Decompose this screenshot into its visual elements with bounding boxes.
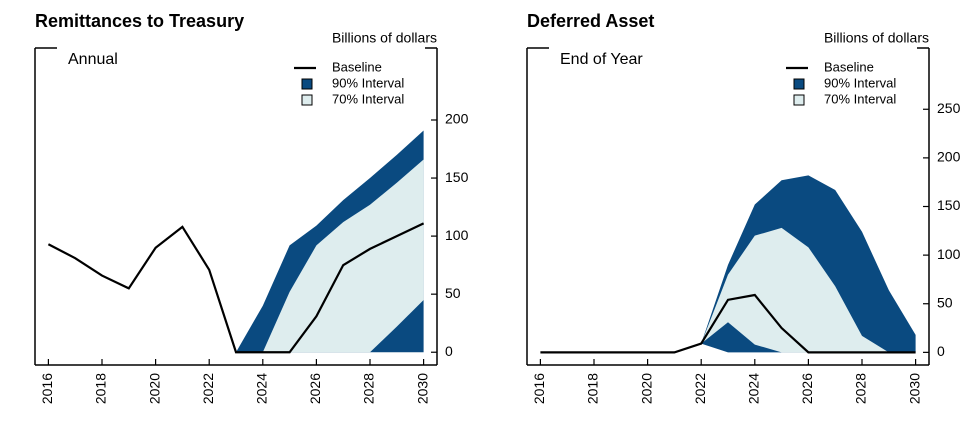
x-tick-label: 2030 (414, 373, 430, 404)
baseline-line (47, 222, 425, 354)
legend-swatch (301, 78, 313, 90)
legend-label: 90% Interval (332, 75, 404, 90)
x-tick-label: 2024 (254, 373, 270, 404)
x-tick-label: 2028 (361, 373, 377, 404)
y-tick-label: 100 (445, 227, 469, 243)
x-tick-label: 2020 (638, 373, 654, 404)
x-tick-label: 2030 (906, 373, 922, 404)
legend-label: 70% Interval (824, 91, 896, 106)
subtitle: Annual (68, 51, 118, 68)
x-tick-label: 2026 (799, 373, 815, 404)
x-tick-label: 2022 (692, 373, 708, 404)
axis-label: Billions of dollars (824, 30, 929, 46)
y-tick-label: 200 (445, 111, 469, 127)
y-tick-label: 150 (445, 169, 469, 185)
legend-label: 90% Interval (824, 75, 896, 90)
legend-label: Baseline (824, 59, 874, 74)
y-tick-label: 50 (445, 285, 461, 301)
x-tick-label: 2018 (93, 373, 109, 404)
chart-title: Deferred Asset (527, 11, 654, 31)
legend-label: Baseline (332, 59, 382, 74)
subtitle: End of Year (560, 51, 643, 68)
x-tick-label: 2026 (307, 373, 323, 404)
y-tick-label: 250 (937, 100, 961, 116)
y-tick-label: 150 (937, 197, 961, 213)
y-tick-label: 100 (937, 246, 961, 262)
chart-title: Remittances to Treasury (35, 11, 244, 31)
x-tick-label: 2018 (585, 373, 601, 404)
x-tick-label: 2024 (746, 373, 762, 404)
legend-swatch (793, 94, 805, 106)
y-tick-label: 200 (937, 149, 961, 165)
x-tick-label: 2020 (146, 373, 162, 404)
axis-label: Billions of dollars (332, 30, 437, 46)
y-tick-label: 0 (445, 343, 453, 359)
interval-band (674, 227, 916, 353)
x-tick-label: 2016 (39, 373, 55, 404)
y-tick-label: 50 (937, 294, 953, 310)
x-tick-label: 2016 (531, 373, 547, 404)
x-tick-label: 2028 (853, 373, 869, 404)
baseline-line (540, 293, 916, 354)
legend-label: 70% Interval (332, 91, 404, 106)
legend-swatch (301, 94, 313, 106)
y-tick-label: 0 (937, 343, 945, 359)
interval-band (236, 159, 424, 353)
x-tick-label: 2022 (200, 373, 216, 404)
legend-swatch (793, 78, 805, 90)
